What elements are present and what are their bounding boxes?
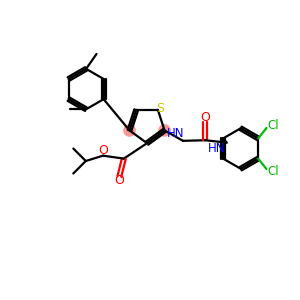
Text: O: O — [98, 144, 108, 157]
Text: O: O — [200, 111, 210, 124]
Circle shape — [159, 125, 170, 136]
Text: Cl: Cl — [268, 119, 279, 132]
Text: O: O — [114, 174, 124, 188]
Text: S: S — [156, 102, 164, 115]
Circle shape — [124, 125, 135, 136]
Text: Cl: Cl — [268, 165, 279, 178]
Text: HN: HN — [167, 128, 184, 140]
Text: HN: HN — [208, 142, 225, 155]
